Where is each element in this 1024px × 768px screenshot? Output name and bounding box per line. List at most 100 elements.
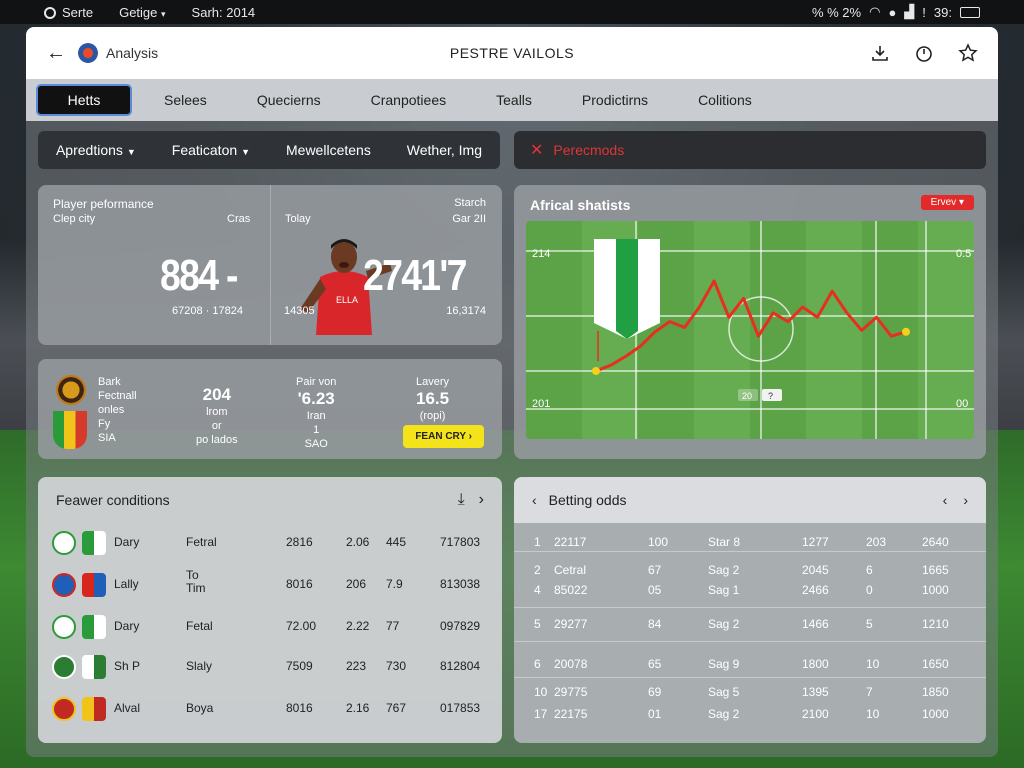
tag-label: 20 bbox=[742, 391, 752, 401]
stat-foot: 67208 · 17824 bbox=[172, 305, 243, 317]
table-row[interactable]: 4 85022 05 Sag 1 2466 0 1000 bbox=[514, 583, 986, 603]
cell-value: Sag 2 bbox=[708, 707, 740, 721]
y-tick-label: 0.5 bbox=[956, 248, 971, 260]
team-info-line: SIA bbox=[98, 432, 116, 444]
cell-value: 6 bbox=[866, 563, 873, 577]
team-info-line: Fectnall bbox=[98, 390, 137, 402]
cell-value: 2816 bbox=[286, 535, 313, 549]
team-name: Dary bbox=[114, 619, 140, 633]
table-row[interactable]: 17 22175 01 Sag 2 2100 10 1000 bbox=[514, 707, 986, 727]
tab-selees[interactable]: Selees bbox=[164, 92, 207, 108]
cell-value: 10 bbox=[866, 707, 880, 721]
cell-value: 100 bbox=[648, 535, 669, 549]
filter-featicaton[interactable]: Featicaton ▼ bbox=[172, 142, 250, 158]
table-row[interactable]: 10 29775 69 Sag 5 1395 7 1850 bbox=[514, 685, 986, 705]
cell-value: 2640 bbox=[922, 535, 949, 549]
chevron-right-icon[interactable]: › bbox=[963, 492, 968, 508]
cell-value: 017853 bbox=[440, 701, 481, 715]
close-icon[interactable]: ✕ bbox=[530, 142, 544, 159]
download-icon[interactable]: ⤓ bbox=[457, 491, 465, 508]
table-row[interactable]: 2 Cetral 67 Sag 2 2045 6 1665 bbox=[514, 563, 986, 583]
filter-label: Featicaton bbox=[171, 142, 238, 158]
row-divider bbox=[514, 677, 986, 678]
cell-value: 17 bbox=[534, 707, 548, 721]
row-divider bbox=[514, 641, 986, 642]
stat-label: Iran bbox=[306, 410, 326, 422]
pitch-chart: 214 201 0.5 00 20 ? bbox=[526, 221, 974, 439]
fixtures-card: Feawer conditions ⤓ › Dary Fetral 2816 2.06… bbox=[38, 477, 502, 743]
alert-text: Perecmods bbox=[553, 142, 625, 158]
betting-odds-card: ‹ Betting odds ‹ › 1 22117 100 Star 8 1277 20… bbox=[514, 477, 986, 743]
chevron-left-icon[interactable]: ‹ bbox=[942, 492, 948, 508]
table-row[interactable]: 5 29277 84 Sag 2 1466 5 1210 bbox=[514, 617, 986, 637]
stat-foot: 14305 bbox=[284, 305, 315, 317]
team-name: Alval bbox=[114, 701, 141, 715]
cell-value: 1395 bbox=[802, 685, 829, 699]
table-row[interactable]: Dary Fetal 72.00 2.22 77 097829 bbox=[38, 607, 502, 647]
stat-big-right: 2741'7 bbox=[363, 251, 467, 300]
live-badge[interactable]: Ervev ▾ bbox=[920, 195, 974, 210]
tab-quecierns[interactable]: Quecierns bbox=[256, 92, 321, 108]
fixture-type: Fetral bbox=[186, 535, 217, 549]
table-row[interactable]: Alval Boya 8016 2.16 767 017853 bbox=[38, 689, 502, 729]
y-tick-label: 201 bbox=[532, 398, 550, 410]
battery-icon bbox=[960, 6, 980, 18]
team-stats-card: Bark Fectnall onles Fy SIA 204 lrom or p… bbox=[38, 359, 502, 459]
cell-value: 10 bbox=[534, 685, 548, 699]
table-row[interactable]: Sh P Slaly 7509 223 730 812804 bbox=[38, 647, 502, 687]
table-row[interactable]: 1 22117 100 Star 8 1277 203 2640 bbox=[514, 535, 986, 555]
team-name: Sh P bbox=[114, 659, 141, 673]
tag-label: ? bbox=[768, 391, 773, 401]
filter-apredtions[interactable]: Apredtions ▼ bbox=[56, 142, 136, 158]
cell-value: 84 bbox=[648, 617, 662, 631]
alert-bar[interactable]: ✕ Perecmods bbox=[514, 131, 986, 169]
tab-tealls[interactable]: Tealls bbox=[496, 92, 532, 108]
cell-value: 730 bbox=[386, 659, 407, 673]
cell-value: 4 bbox=[534, 583, 541, 597]
tab-prodictirns[interactable]: Prodictirns bbox=[581, 92, 649, 108]
cell-value: 01 bbox=[648, 707, 662, 721]
cell-value: 2 bbox=[534, 563, 541, 577]
page-title: PESTRE VAILOLS bbox=[449, 45, 575, 61]
tab-cranpotiees[interactable]: Cranpotiees bbox=[370, 92, 447, 108]
cell-value: Sag 1 bbox=[708, 583, 740, 597]
status-text: Getige bbox=[119, 4, 158, 20]
download-icon[interactable] bbox=[870, 43, 890, 63]
today-label: Tolay bbox=[285, 213, 311, 225]
timer-icon[interactable] bbox=[914, 43, 934, 63]
cell-value: 7509 bbox=[286, 659, 313, 673]
stat-label: or bbox=[211, 420, 222, 432]
status-text: % % 2% bbox=[811, 4, 862, 20]
table-row[interactable]: Dary Fetral 2816 2.06 445 717803 bbox=[38, 523, 502, 563]
stat-column: Pair von '6.23 Iran 1 SAO bbox=[296, 375, 336, 451]
chevron-right-icon[interactable]: › bbox=[478, 491, 484, 508]
player-photo: ELLA bbox=[300, 239, 392, 335]
team-flag-icon bbox=[53, 411, 87, 449]
fean-cry-button[interactable]: FEAN CRY › bbox=[403, 425, 484, 448]
cell-value: 1000 bbox=[922, 707, 949, 721]
chevron-left-icon[interactable]: ‹ bbox=[532, 492, 537, 508]
filter-bar: Apredtions ▼ Featicaton ▼ Mewellcetens Wet… bbox=[38, 131, 500, 169]
stat-value: '6.23 bbox=[297, 389, 335, 408]
stat-label: 1 bbox=[313, 424, 320, 436]
flag-graphic bbox=[594, 239, 660, 339]
team-info-line: Bark bbox=[98, 376, 121, 388]
star-icon[interactable] bbox=[958, 43, 978, 63]
filter-mewellcetens[interactable]: Mewellcetens bbox=[286, 142, 371, 158]
table-row[interactable]: 6 20078 65 Sag 9 1800 10 1650 bbox=[514, 657, 986, 677]
table-row[interactable]: Lally To Tim 8016 206 7.9 813038 bbox=[38, 565, 502, 605]
tab-colitions[interactable]: Colitions bbox=[698, 92, 752, 108]
back-arrow-icon[interactable]: ← bbox=[46, 41, 66, 64]
card-title: Africal shatists bbox=[530, 197, 631, 213]
cell-value: 85022 bbox=[554, 583, 588, 597]
cell-value: 7 bbox=[866, 685, 873, 699]
stat-column: 204 lrom or po lados bbox=[196, 385, 238, 447]
stat-label: po lados bbox=[196, 434, 238, 446]
filter-weather[interactable]: Wether, Img bbox=[406, 142, 482, 158]
cell-value: 5 bbox=[866, 617, 873, 631]
cell-value: 813038 bbox=[440, 577, 481, 591]
tab-hetts[interactable]: Hetts bbox=[36, 84, 132, 116]
cell-value: 1800 bbox=[802, 657, 829, 671]
stat-foot: 16,3174 bbox=[446, 305, 486, 317]
cell-value: 22117 bbox=[554, 535, 587, 549]
